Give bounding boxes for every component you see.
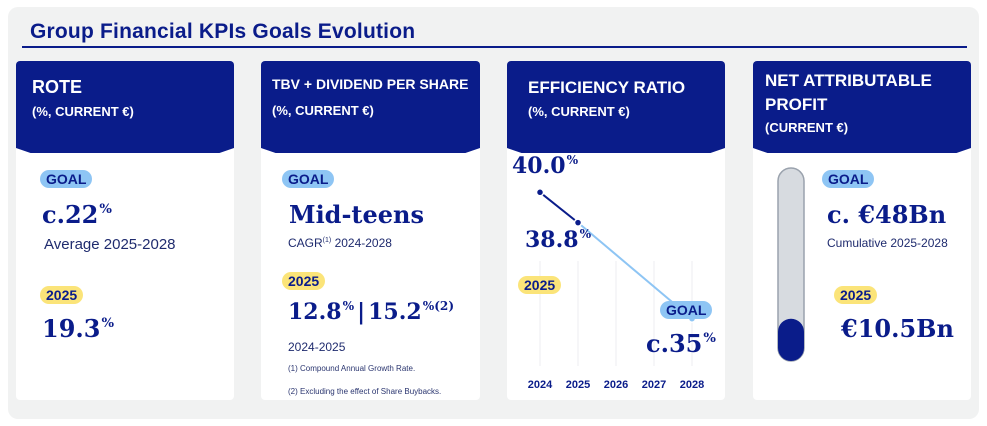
tbv-card-header: TBV + DIVIDEND PER SHARE (%, CURRENT €) [261, 61, 480, 154]
goal-badge: GOAL [660, 301, 713, 319]
series-line-actual [539, 191, 579, 224]
year-badge: 2025 [282, 272, 326, 290]
year-badge: 2025 [518, 276, 562, 294]
rote-card: ROTE (%, CURRENT €) GOAL c.22% Average 2… [16, 61, 234, 400]
x-tick-2025: 2025 [566, 379, 590, 391]
tbv-period: 2024-2025 [288, 340, 346, 354]
tbv-year-values: 12.8% | 15.2%(2) [288, 299, 455, 326]
data-label-2025: 38.8% [525, 227, 592, 254]
rote-year-value: 19.3% [42, 314, 114, 343]
data-point-2025 [573, 218, 583, 227]
profit-subtitle: (CURRENT €) [765, 120, 849, 135]
year-badge: 2025 [834, 286, 878, 304]
year-badge: 2025 [40, 286, 84, 304]
efficiency-card: EFFICIENCY RATIO (%, CURRENT €) 2024 2025… [507, 61, 725, 400]
tbv-title: TBV + DIVIDEND PER SHARE [272, 76, 469, 92]
rote-title: ROTE [32, 77, 83, 97]
footnote-1: (1) Compound Annual Growth Rate. [288, 364, 416, 373]
progress-thermometer [777, 167, 805, 362]
title-divider [22, 46, 967, 48]
tbv-goal-caption: CAGR(1) 2024-2028 [288, 236, 392, 250]
profit-goal-caption: Cumulative 2025-2028 [827, 236, 948, 250]
rote-card-header: ROTE (%, CURRENT €) [16, 61, 234, 154]
x-tick-2028: 2028 [680, 379, 704, 391]
efficiency-card-header: EFFICIENCY RATIO (%, CURRENT €) [507, 61, 725, 154]
goal-badge: GOAL [40, 170, 93, 188]
efficiency-goal-value: c.35% [646, 329, 716, 358]
profit-year-value: €10.5Bn [841, 314, 954, 343]
goal-badge: GOAL [822, 170, 875, 188]
profit-goal-value: c. €48Bn [827, 200, 947, 229]
rote-goal-caption: Average 2025-2028 [44, 236, 176, 253]
page-title: Group Financial KPIs Goals Evolution [30, 20, 416, 43]
rote-subtitle: (%, CURRENT €) [32, 104, 134, 119]
tbv-subtitle: (%, CURRENT €) [272, 103, 374, 118]
tbv-card: TBV + DIVIDEND PER SHARE (%, CURRENT €) … [261, 61, 480, 400]
efficiency-subtitle: (%, CURRENT €) [528, 104, 630, 119]
footnote-2: (2) Excluding the effect of Share Buybac… [288, 387, 442, 396]
goal-badge: GOAL [282, 170, 335, 188]
tbv-goal-value: Mid-teens [289, 200, 425, 229]
thermometer-fill [778, 318, 804, 361]
profit-title: NET ATTRIBUTABLE PROFIT [765, 71, 932, 114]
x-tick-2024: 2024 [528, 379, 553, 391]
efficiency-title: EFFICIENCY RATIO [528, 78, 686, 97]
x-tick-2026: 2026 [604, 379, 628, 391]
data-point-2024 [535, 188, 545, 197]
profit-card-header: NET ATTRIBUTABLE PROFIT (CURRENT €) [753, 61, 971, 154]
data-label-2024: 40.0% [512, 153, 579, 180]
x-tick-2027: 2027 [642, 379, 666, 391]
profit-card: NET ATTRIBUTABLE PROFIT (CURRENT €) GOAL … [753, 61, 971, 400]
rote-goal-value: c.22% [42, 200, 112, 229]
